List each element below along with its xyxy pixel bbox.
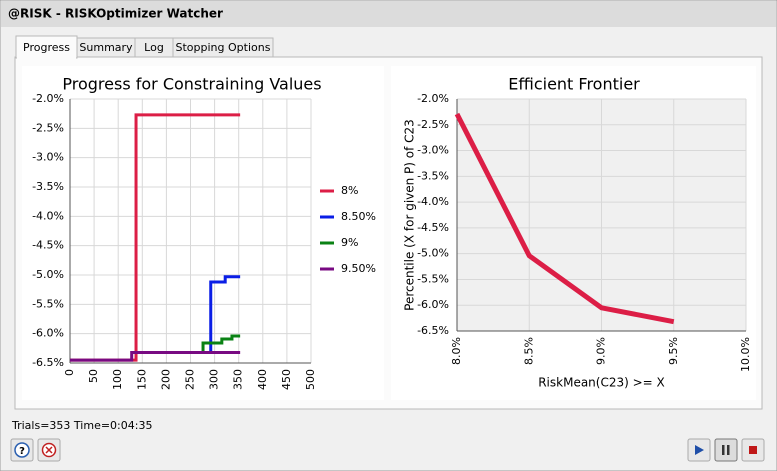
x-tick-label: 8.0% — [450, 337, 463, 365]
y-tick-label: -4.0% — [32, 209, 64, 222]
legend-label: 8.50% — [341, 210, 376, 223]
data-line — [70, 350, 241, 362]
y-tick-label: -5.0% — [417, 247, 449, 260]
tab-label: Summary — [79, 41, 133, 54]
y-axis-label: Percentile (X for given P) of C23 — [403, 119, 417, 311]
title-bar — [1, 1, 776, 27]
tab-cover — [17, 56, 76, 59]
y-tick-label: -6.0% — [417, 298, 449, 311]
tab-label: Stopping Options — [176, 41, 271, 54]
tab-label: Log — [144, 41, 164, 54]
stop-button[interactable] — [741, 438, 765, 462]
x-tick-label: 50 — [87, 369, 100, 383]
tab: Stopping Options — [172, 37, 274, 58]
svg-text:?: ? — [19, 446, 25, 457]
legend-label: 9% — [341, 236, 358, 249]
x-tick-label: 200 — [159, 369, 172, 390]
y-tick-label: -5.0% — [32, 268, 64, 281]
y-tick-label: -6.5% — [32, 356, 64, 369]
x-tick-label: 350 — [232, 369, 245, 390]
y-tick-label: -5.5% — [417, 272, 449, 285]
window-title: @RISK - RISKOptimizer Watcher — [8, 7, 223, 21]
tab-strip: Progress Summary Log Stopping Options — [15, 35, 274, 59]
x-axis-label: RiskMean(C23) >= X — [538, 376, 665, 390]
pause-button[interactable] — [714, 438, 738, 462]
chart-title: Progress for Constraining Values — [62, 75, 321, 94]
x-tick-label: 9.5% — [667, 337, 680, 365]
y-tick-label: -5.5% — [32, 297, 64, 310]
data-line — [209, 275, 241, 353]
chart-title: Efficient Frontier — [508, 75, 640, 94]
tab[interactable]: Summary — [76, 37, 136, 58]
y-tick-label: -4.5% — [417, 221, 449, 234]
tab[interactable]: Progress — [15, 35, 78, 59]
tab-background — [172, 37, 274, 58]
charts: Progress for Constraining Values-2.0%-2.… — [32, 75, 752, 391]
y-tick-label: -3.0% — [32, 151, 64, 164]
x-tick-label: 0 — [63, 369, 76, 376]
y-tick-label: -4.0% — [417, 195, 449, 208]
x-tick-label: 450 — [280, 369, 293, 390]
x-tick-label: 500 — [304, 369, 317, 390]
help-button[interactable]: ? — [10, 438, 34, 462]
x-tick-label: 250 — [184, 369, 197, 390]
x-tick-label: 300 — [208, 369, 221, 390]
data-line — [201, 334, 241, 353]
y-tick-label: -3.5% — [417, 169, 449, 182]
x-tick-label: 10.0% — [739, 337, 752, 372]
status-text: Trials=353 Time=0:04:35 — [11, 419, 152, 432]
y-tick-label: -4.5% — [32, 239, 64, 252]
y-tick-label: -6.5% — [417, 324, 449, 337]
x-tick-label: 8.5% — [522, 337, 535, 365]
y-tick-label: -3.0% — [417, 144, 449, 157]
data-line — [454, 112, 675, 325]
run-button[interactable] — [687, 438, 711, 462]
cancel-button[interactable] — [37, 438, 61, 462]
x-tick-label: 100 — [111, 369, 124, 390]
legend-label: 8% — [341, 184, 358, 197]
y-tick-label: -6.0% — [32, 327, 64, 340]
x-tick-label: 9.0% — [595, 337, 608, 365]
legend-label: 9.50% — [341, 262, 376, 275]
y-tick-label: -2.0% — [32, 92, 64, 105]
y-tick-label: -3.5% — [32, 180, 64, 193]
x-tick-label: 150 — [135, 369, 148, 390]
y-tick-label: -2.5% — [32, 121, 64, 134]
y-tick-label: -2.5% — [417, 118, 449, 131]
tab-label: Progress — [23, 41, 70, 54]
x-tick-label: 400 — [256, 369, 269, 390]
tab[interactable]: Log — [134, 37, 174, 58]
y-tick-label: -2.0% — [417, 92, 449, 105]
